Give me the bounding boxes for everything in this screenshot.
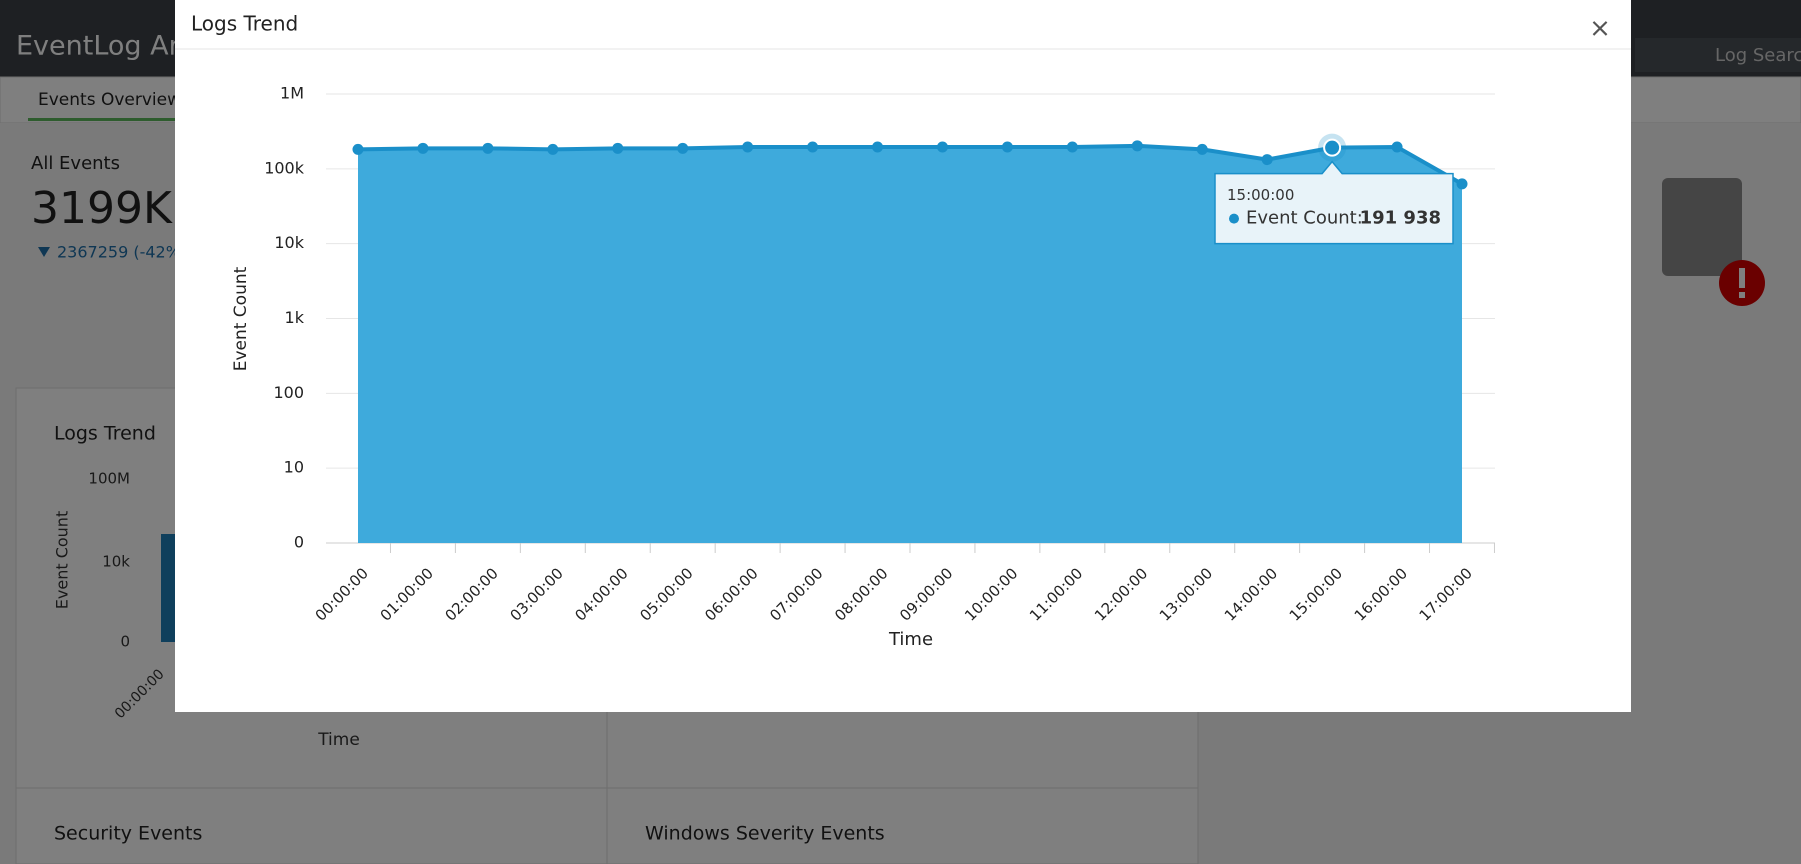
x-axis-label: Time [888,629,933,650]
marker [872,141,884,153]
marker [1456,178,1468,190]
tooltip-title: 15:00:00 [1227,186,1294,204]
marker [1391,141,1403,153]
tooltip [1214,160,1454,245]
tooltip-label: Event Count: [1246,208,1363,229]
y-tick-label: 1k [285,308,305,327]
line [357,143,1463,186]
marker [352,143,364,155]
tooltip-dot [1229,213,1239,224]
y-tick-label: 100 [273,383,304,402]
y-axis-label: Event Count [231,266,251,371]
marker [936,141,948,153]
marker [1323,138,1342,157]
y-tick-label: 1M [280,84,304,103]
area [358,145,1462,543]
y-tick-label: 10 [284,458,304,477]
marker [1131,140,1143,152]
marker [807,141,819,153]
marker [482,142,494,154]
tooltip-value: 191 938 [1360,208,1441,229]
marker [1261,154,1273,166]
marker [547,143,559,155]
marker [612,142,624,154]
marker [677,142,689,154]
marker [1066,141,1078,153]
y-tick-label: 0 [294,533,304,552]
marker [742,141,754,153]
marker [1001,141,1013,153]
close-button[interactable]: × [1589,14,1611,44]
marker [417,142,429,154]
y-tick-label: 100k [264,158,305,177]
y-tick-label: 10k [274,233,304,252]
marker [1196,143,1208,155]
modal-title: Logs Trend [191,12,298,36]
